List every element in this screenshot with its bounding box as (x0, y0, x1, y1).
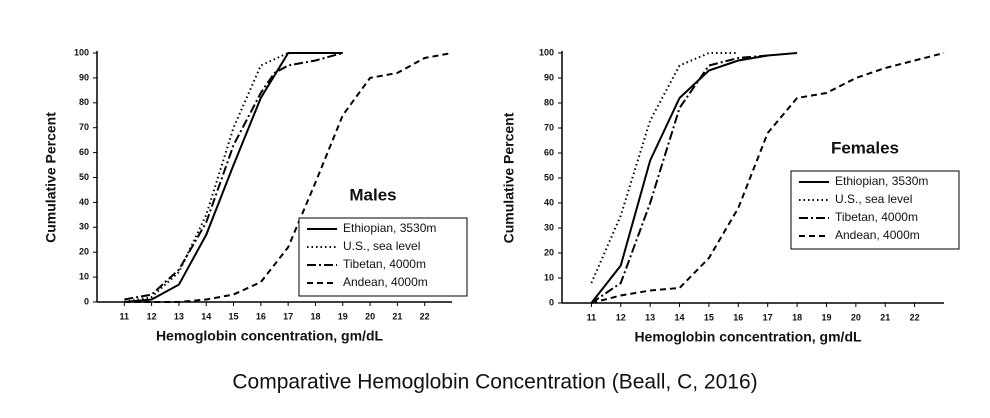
y-tick-label: 90 (79, 72, 89, 82)
x-tick-label: 20 (851, 312, 861, 322)
y-axis-label: Cumulative Percent (43, 112, 59, 243)
series-line (124, 52, 316, 303)
y-axis-label: Cumulative Percent (501, 112, 517, 243)
y-tick-label: 40 (544, 197, 554, 207)
x-tick-label: 20 (365, 311, 375, 321)
caption: Comparative Hemoglobin Concentration (Be… (232, 371, 757, 394)
x-tick-label: 12 (616, 312, 626, 322)
chart-title: Males (349, 185, 396, 204)
series-line (590, 54, 768, 304)
legend-label: Andean, 4000m (343, 275, 428, 289)
x-tick-label: 17 (283, 311, 293, 321)
x-tick-label: 13 (174, 311, 184, 321)
y-tick-label: 40 (79, 197, 89, 207)
x-tick-label: 19 (338, 311, 348, 321)
legend-label: Tibetan, 4000m (343, 257, 426, 271)
y-tick-label: 10 (79, 271, 89, 281)
series-line (124, 52, 343, 303)
x-tick-label: 11 (120, 311, 130, 321)
y-tick-label: 20 (79, 247, 89, 257)
x-tick-label: 21 (880, 312, 890, 322)
x-tick-label: 16 (733, 312, 743, 322)
x-axis-label: Hemoglobin concentration, gm/dL (634, 329, 862, 345)
y-tick-label: 30 (79, 222, 89, 232)
x-tick-label: 19 (821, 312, 831, 322)
x-tick-label: 13 (645, 312, 655, 322)
y-tick-label: 50 (79, 172, 89, 182)
legend-label: Tibetan, 4000m (835, 210, 918, 224)
x-tick-label: 22 (910, 312, 920, 322)
y-tick-label: 100 (74, 47, 89, 57)
y-tick-label: 80 (544, 97, 554, 107)
x-tick-label: 21 (392, 311, 402, 321)
legend-label: Ethiopian, 3530m (835, 174, 928, 188)
y-tick-label: 10 (544, 272, 554, 282)
legend-label: U.S., sea level (343, 239, 420, 253)
y-tick-label: 90 (544, 72, 554, 82)
y-tick-label: 80 (79, 97, 89, 107)
x-axis-label: Hemoglobin concentration, gm/dL (156, 328, 384, 344)
x-tick-label: 15 (704, 312, 714, 322)
y-tick-label: 20 (544, 247, 554, 257)
x-tick-label: 14 (675, 312, 685, 322)
legend-label: U.S., sea level (835, 192, 912, 206)
x-tick-label: 11 (587, 312, 597, 322)
y-tick-label: 30 (544, 222, 554, 232)
series-line (590, 52, 739, 284)
series-line (590, 52, 798, 304)
y-tick-label: 0 (84, 296, 89, 306)
x-tick-label: 18 (310, 311, 320, 321)
y-tick-label: 60 (544, 147, 554, 157)
series-line (124, 52, 344, 301)
y-tick-label: 100 (539, 47, 554, 57)
chart-title: Females (831, 138, 899, 157)
y-tick-label: 60 (79, 147, 89, 157)
x-tick-label: 12 (147, 311, 157, 321)
x-tick-label: 18 (792, 312, 802, 322)
x-tick-label: 15 (229, 311, 239, 321)
x-tick-label: 17 (763, 312, 773, 322)
y-tick-label: 70 (79, 122, 89, 132)
legend-label: Andean, 4000m (835, 228, 920, 242)
x-tick-label: 16 (256, 311, 266, 321)
x-tick-label: 14 (201, 311, 211, 321)
y-tick-label: 50 (544, 172, 554, 182)
x-tick-label: 22 (420, 311, 430, 321)
series-line (124, 52, 453, 303)
legend-label: Ethiopian, 3530m (343, 221, 436, 235)
series-line (591, 52, 945, 304)
y-tick-label: 70 (544, 122, 554, 132)
y-tick-label: 0 (549, 297, 554, 307)
